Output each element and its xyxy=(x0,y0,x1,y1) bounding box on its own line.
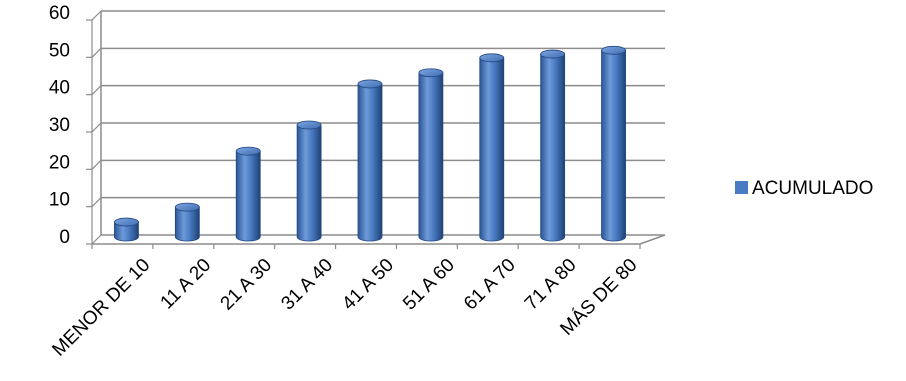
bar-cap xyxy=(540,49,566,59)
bar-cap xyxy=(357,79,383,89)
y-tick-label: 30 xyxy=(49,115,70,136)
bar xyxy=(479,53,505,242)
legend: ACUMULADO xyxy=(735,178,873,199)
bar-cap xyxy=(114,217,139,227)
x-tick-label: 71 A 80 xyxy=(521,255,581,315)
y-tick-label: 20 xyxy=(49,152,70,173)
bar-body xyxy=(418,72,444,242)
bar xyxy=(296,120,322,242)
bar-cap xyxy=(296,120,322,130)
y-tick-label: 10 xyxy=(49,190,70,211)
x-tick-label: 51 A 60 xyxy=(399,255,459,315)
x-tick-label: 11 A 20 xyxy=(157,255,216,314)
bar-body xyxy=(174,206,200,242)
bar-body xyxy=(601,49,626,242)
bar-cap xyxy=(418,68,444,78)
side-wall-line xyxy=(91,122,102,133)
bar xyxy=(357,79,383,242)
bar-body xyxy=(357,83,383,242)
axis-layer xyxy=(86,19,666,249)
bar xyxy=(114,217,139,242)
bar-body xyxy=(479,57,505,242)
x-tick-label: 21 A 30 xyxy=(217,255,277,315)
bar-body xyxy=(296,124,322,242)
bar-cap xyxy=(174,202,200,212)
x-tick-label: 31 A 40 xyxy=(277,255,337,315)
bar xyxy=(174,202,200,242)
bar-body xyxy=(235,150,261,242)
side-wall-line xyxy=(91,234,102,245)
side-wall-line xyxy=(91,197,102,208)
y-tick-label: 60 xyxy=(49,3,70,24)
x-tick-label: 61 A 70 xyxy=(460,255,520,315)
side-wall-line xyxy=(91,10,102,21)
bar xyxy=(601,45,626,242)
side-wall-line xyxy=(91,85,102,96)
y-tick-label: 0 xyxy=(59,227,70,248)
bar-body xyxy=(540,53,566,242)
side-wall-line xyxy=(91,159,102,170)
y-tick-label: 40 xyxy=(49,78,70,99)
y-tick-label: 50 xyxy=(49,40,70,61)
bar-cap xyxy=(235,146,261,156)
bar xyxy=(540,49,566,242)
bar-layer xyxy=(114,45,626,242)
floor-right-edge xyxy=(639,234,666,245)
side-wall-line xyxy=(91,47,102,58)
bar-cap xyxy=(601,45,626,55)
bar-body xyxy=(114,221,139,242)
bar xyxy=(235,146,261,242)
bar-cap xyxy=(479,53,505,63)
legend-label: ACUMULADO xyxy=(752,178,873,199)
x-tick-label: MENOR DE 10 xyxy=(48,255,154,361)
bar xyxy=(418,68,444,242)
legend-swatch xyxy=(735,181,748,194)
x-tick-label: 41 A 50 xyxy=(338,255,398,315)
